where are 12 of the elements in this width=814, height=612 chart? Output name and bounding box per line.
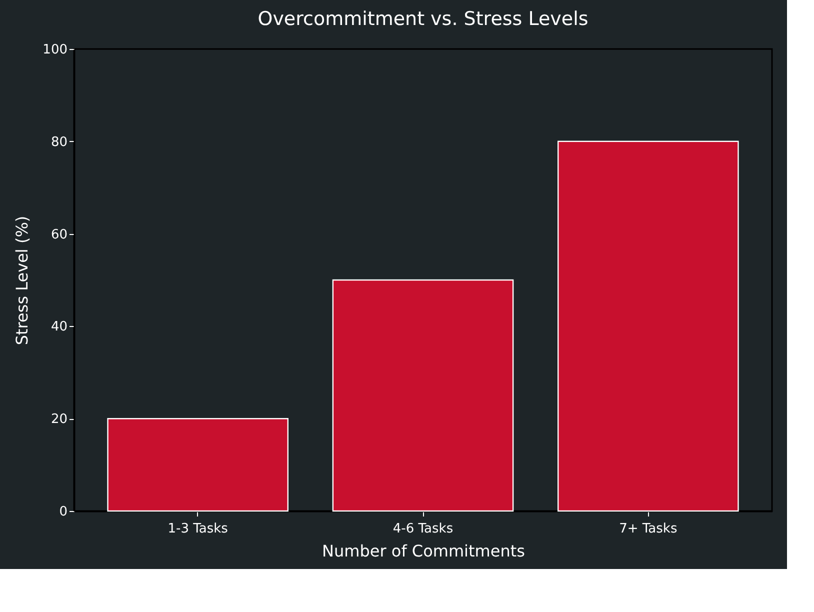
y-tick-label: 100 — [42, 42, 68, 58]
x-tick-label: 1-3 Tasks — [168, 522, 228, 536]
x-axis-title: Number of Commitments — [322, 542, 525, 560]
y-tick-label: 20 — [50, 412, 68, 428]
y-tick-label: 40 — [50, 320, 68, 335]
y-tick-label: 60 — [50, 227, 68, 242]
x-tick-label: 7+ Tasks — [619, 522, 678, 536]
chart-title: Overcommitment vs. Stress Levels — [258, 8, 588, 30]
x-tick-label: 4-6 Tasks — [392, 522, 454, 536]
y-axis-title: Stress Level (%) — [12, 216, 32, 346]
y-tick-label: 0 — [59, 504, 68, 520]
y-tick-label: 80 — [50, 134, 68, 150]
